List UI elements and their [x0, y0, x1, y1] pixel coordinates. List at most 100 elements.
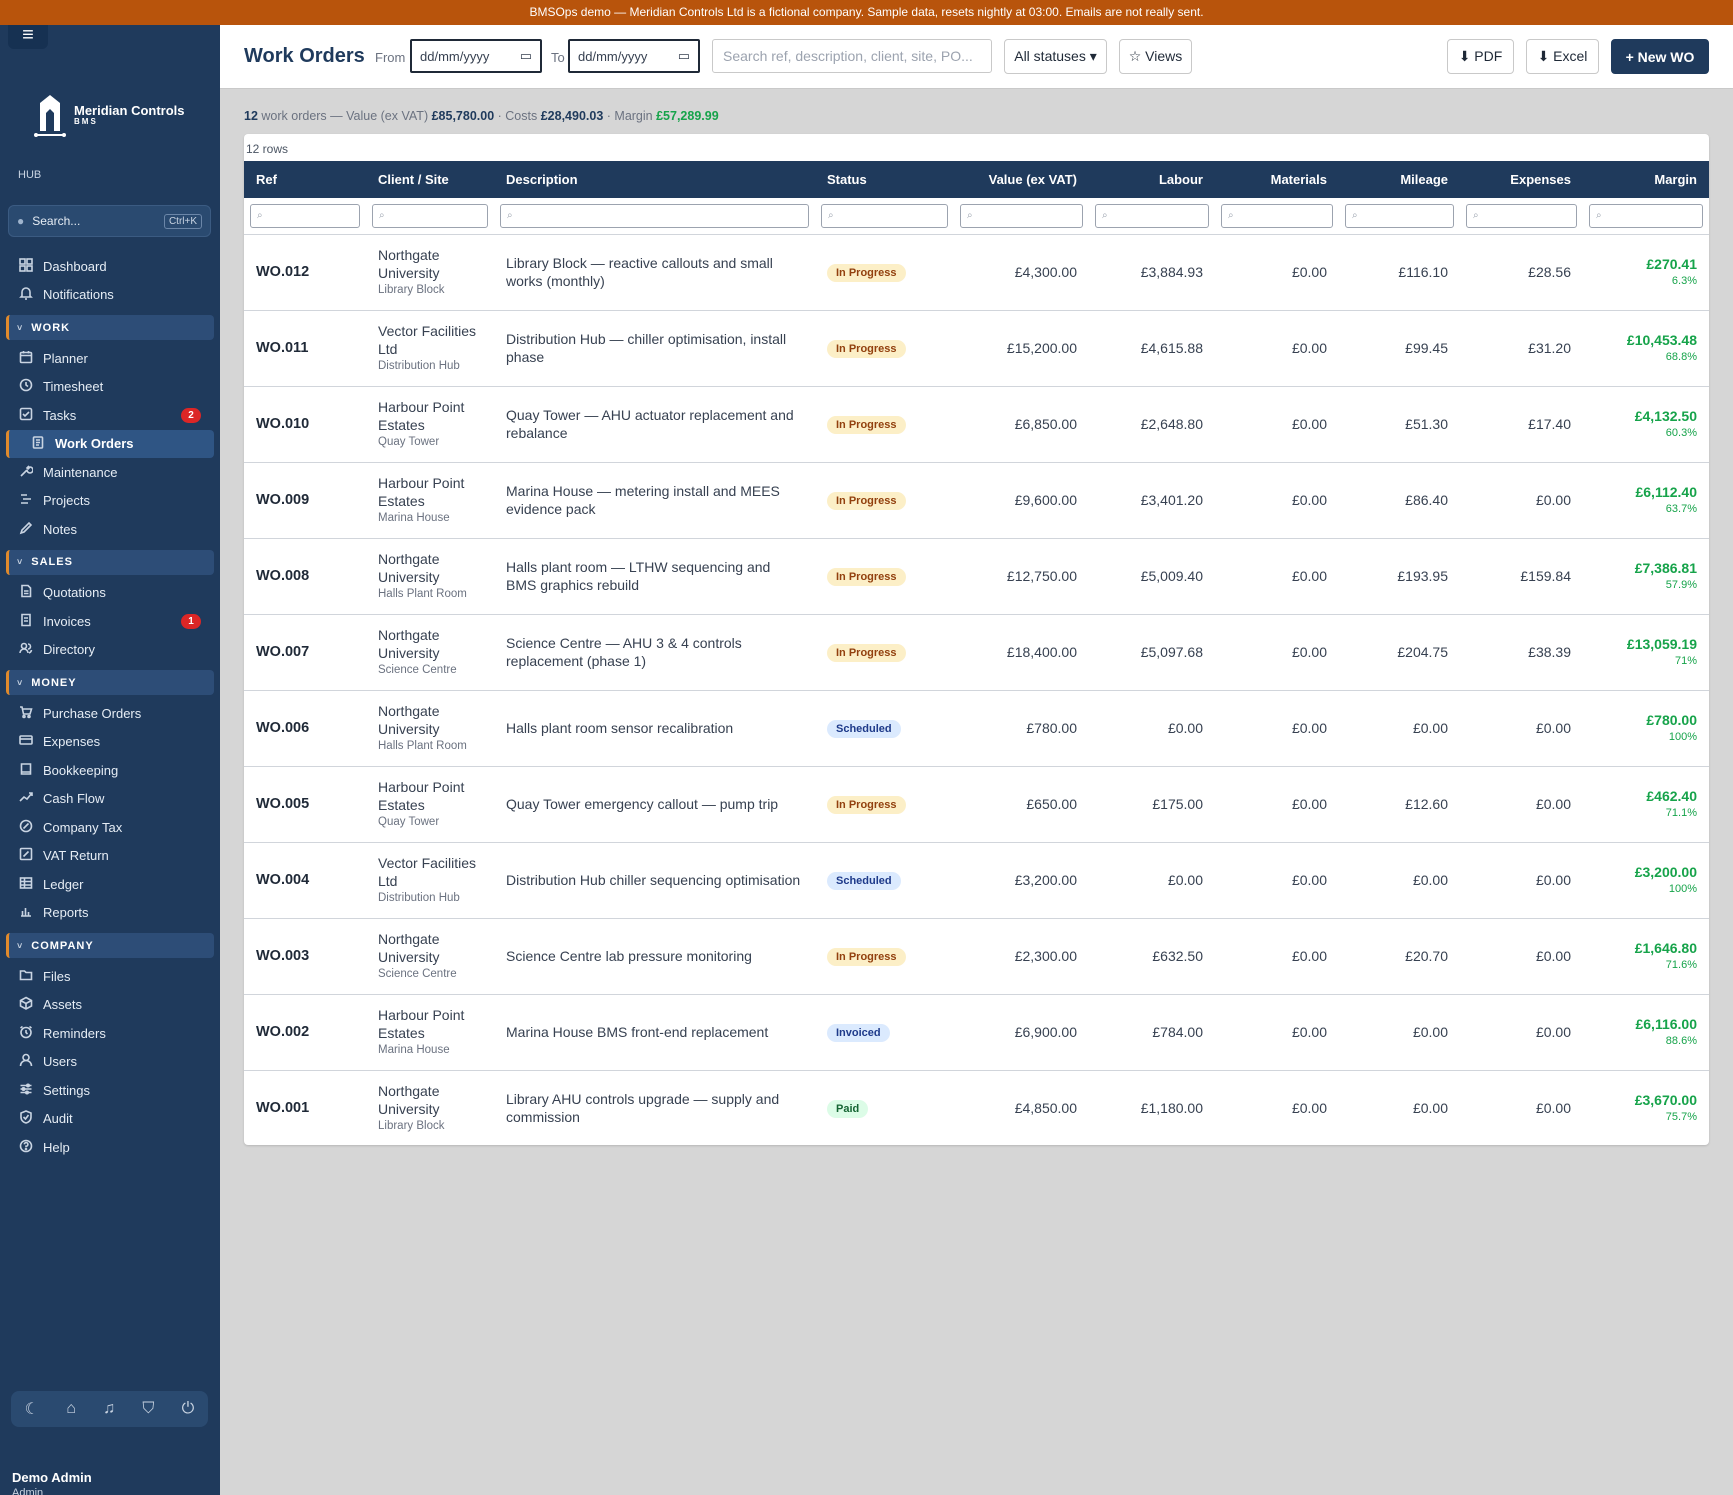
column-filter-input[interactable]: ⌕ — [1589, 203, 1703, 228]
sidebar-item-dashboard[interactable]: Dashboard — [0, 252, 220, 281]
column-filter-input[interactable]: ⌕ — [250, 203, 360, 228]
table-row[interactable]: WO.011 Vector Facilities Ltd Distribution … — [244, 310, 1709, 386]
sidebar-search[interactable]: ● Search... Ctrl+K — [8, 205, 211, 237]
table-row[interactable]: WO.007 Northgate University Science Centre… — [244, 614, 1709, 690]
sidebar-item-timesheet[interactable]: Timesheet — [0, 373, 220, 402]
sidebar-item-label: Quotations — [43, 585, 106, 601]
work-order-ref[interactable]: WO.008 — [256, 568, 310, 584]
column-header-mileage[interactable]: Mileage — [1400, 172, 1448, 187]
work-order-ref[interactable]: WO.001 — [256, 1100, 310, 1116]
new-work-order-button[interactable]: + New WO — [1611, 39, 1709, 74]
moon-icon[interactable]: ☾ — [24, 1401, 39, 1418]
column-filter-input[interactable]: ⌕ — [1466, 203, 1577, 228]
column-filter-input[interactable]: ⌕ — [372, 203, 488, 228]
sidebar-item-maintenance[interactable]: Maintenance — [0, 458, 220, 487]
sidebar-item-audit[interactable]: Audit — [0, 1105, 220, 1134]
work-order-ref[interactable]: WO.003 — [256, 948, 310, 964]
sidebar-item-notifications[interactable]: Notifications — [0, 281, 220, 310]
table-row[interactable]: WO.002 Harbour Point Estates Marina House M… — [244, 994, 1709, 1070]
section-money[interactable]: ˅ MONEY — [6, 670, 214, 695]
table-row[interactable]: WO.009 Harbour Point Estates Marina House M… — [244, 462, 1709, 538]
work-order-ref[interactable]: WO.012 — [256, 264, 310, 280]
column-header-client-site[interactable]: Client / Site — [378, 172, 449, 187]
column-filter-input[interactable]: ⌕ — [500, 203, 809, 228]
sidebar-item-work-orders[interactable]: Work Orders — [6, 429, 214, 458]
sidebar-item-quotations[interactable]: Quotations — [0, 579, 220, 608]
sidebar-item-ledger[interactable]: Ledger — [0, 870, 220, 899]
work-order-ref[interactable]: WO.007 — [256, 644, 310, 660]
sidebar-item-company-tax[interactable]: Company Tax — [0, 813, 220, 842]
mileage-cell: £51.30 — [1405, 416, 1448, 432]
table-row[interactable]: WO.003 Northgate University Science Centre… — [244, 918, 1709, 994]
column-header-margin[interactable]: Margin — [1654, 172, 1697, 187]
sidebar-item-reports[interactable]: Reports — [0, 899, 220, 928]
work-order-ref[interactable]: WO.004 — [256, 872, 310, 888]
work-order-search-input[interactable]: Search ref, description, client, site, P… — [712, 39, 992, 73]
bell-icon[interactable]: ♫ — [103, 1400, 116, 1417]
views-button[interactable]: ☆ Views — [1119, 39, 1192, 74]
summary-count-text: work orders — Value (ex VAT) — [261, 109, 429, 123]
sidebar-item-purchase-orders[interactable]: Purchase Orders — [0, 699, 220, 728]
from-date-input[interactable]: dd/mm/yyyy ▭ — [410, 39, 542, 73]
work-order-ref[interactable]: WO.006 — [256, 720, 310, 736]
sidebar-item-planner[interactable]: Planner — [0, 344, 220, 373]
sidebar-item-settings[interactable]: Settings — [0, 1076, 220, 1105]
shield-icon[interactable]: ⛉ — [142, 1400, 155, 1417]
people-icon — [19, 641, 33, 658]
column-filter-input[interactable]: ⌕ — [1221, 203, 1333, 228]
section-company[interactable]: ˅ COMPANY — [6, 933, 214, 958]
menu-toggle-button[interactable]: ≡ — [8, 25, 48, 49]
table-row[interactable]: WO.008 Northgate University Halls Plant Ro… — [244, 538, 1709, 614]
table-row[interactable]: WO.006 Northgate University Halls Plant Ro… — [244, 690, 1709, 766]
to-date-input[interactable]: dd/mm/yyyy ▭ — [568, 39, 700, 73]
sidebar-item-assets[interactable]: Assets — [0, 991, 220, 1020]
column-header-status[interactable]: Status — [827, 172, 867, 187]
column-header-materials[interactable]: Materials — [1270, 172, 1327, 187]
table-row[interactable]: WO.010 Harbour Point Estates Quay Tower Qua… — [244, 386, 1709, 462]
table-row[interactable]: WO.012 Northgate University Library Block L… — [244, 234, 1709, 310]
sidebar-item-reminders[interactable]: Reminders — [0, 1019, 220, 1048]
filter-cell: ⌕ — [494, 198, 815, 234]
work-order-ref[interactable]: WO.011 — [256, 340, 309, 356]
user-name[interactable]: Demo Admin — [12, 1470, 92, 1485]
table-row[interactable]: WO.001 Northgate University Library Block L… — [244, 1070, 1709, 1145]
column-filter-input[interactable]: ⌕ — [960, 203, 1083, 228]
column-header-expenses[interactable]: Expenses — [1510, 172, 1571, 187]
sidebar-item-tasks[interactable]: Tasks 2 — [0, 401, 220, 430]
work-order-ref[interactable]: WO.009 — [256, 492, 310, 508]
home-icon[interactable]: ⌂ — [66, 1400, 76, 1417]
sidebar-quick-actions: ☾ ⌂ ♫ ⛉ ⏻ — [11, 1391, 208, 1427]
column-filter-input[interactable]: ⌕ — [1345, 203, 1454, 228]
status-filter-select[interactable]: All statuses ▾ — [1004, 39, 1107, 74]
work-order-ref[interactable]: WO.002 — [256, 1024, 310, 1040]
column-filter-input[interactable]: ⌕ — [821, 203, 948, 228]
sidebar-item-directory[interactable]: Directory — [0, 636, 220, 665]
column-filter-input[interactable]: ⌕ — [1095, 203, 1209, 228]
sidebar-item-projects[interactable]: Projects — [0, 487, 220, 516]
sidebar-item-files[interactable]: Files — [0, 962, 220, 991]
brand-logo[interactable]: Meridian Controls BMS — [32, 91, 185, 139]
column-header-ref[interactable]: Ref — [256, 172, 277, 187]
sidebar-item-users[interactable]: Users — [0, 1048, 220, 1077]
sidebar-item-help[interactable]: Help — [0, 1133, 220, 1162]
table-row[interactable]: WO.005 Harbour Point Estates Quay Tower Qua… — [244, 766, 1709, 842]
sidebar-item-bookkeeping[interactable]: Bookkeeping — [0, 756, 220, 785]
column-header-value-ex-vat[interactable]: Value (ex VAT) — [988, 172, 1077, 187]
power-icon[interactable]: ⏻ — [181, 1400, 195, 1417]
work-order-ref[interactable]: WO.005 — [256, 796, 310, 812]
sidebar-item-cash-flow[interactable]: Cash Flow — [0, 785, 220, 814]
table-row[interactable]: WO.004 Vector Facilities Ltd Distribution … — [244, 842, 1709, 918]
section-work[interactable]: ˅ WORK — [6, 315, 214, 340]
work-order-ref[interactable]: WO.010 — [256, 416, 310, 432]
excel-export-button[interactable]: ⬇ Excel — [1526, 39, 1599, 74]
sidebar-item-label: Ledger — [43, 876, 84, 892]
sidebar-item-expenses[interactable]: Expenses — [0, 728, 220, 757]
column-header-description[interactable]: Description — [506, 172, 578, 187]
sidebar-item-notes[interactable]: Notes — [0, 515, 220, 544]
tax-icon — [19, 819, 33, 836]
pdf-export-button[interactable]: ⬇ PDF — [1447, 39, 1514, 74]
section-sales[interactable]: ˅ SALES — [6, 549, 214, 575]
column-header-labour[interactable]: Labour — [1158, 172, 1203, 187]
sidebar-item-invoices[interactable]: Invoices 1 — [0, 607, 220, 636]
sidebar-item-vat-return[interactable]: VAT Return — [0, 842, 220, 871]
